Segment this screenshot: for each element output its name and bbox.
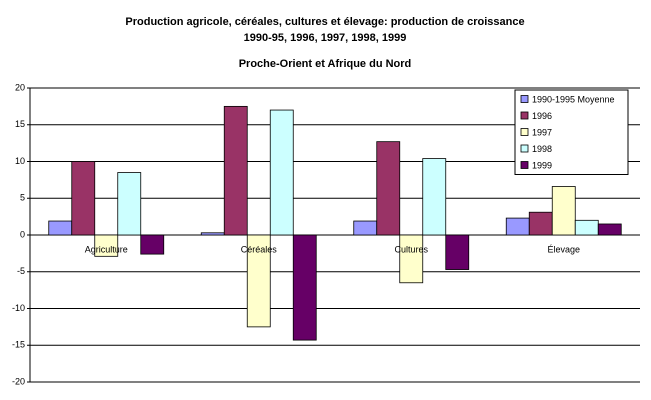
bar <box>422 158 447 236</box>
bar <box>574 219 599 236</box>
bar <box>505 217 530 236</box>
legend-label: 1998 <box>532 144 552 154</box>
legend-swatch <box>520 111 529 120</box>
bar <box>117 172 142 236</box>
bar <box>200 232 225 236</box>
bar <box>246 234 271 328</box>
bar <box>223 105 248 236</box>
y-tick-label: -15 <box>12 340 25 350</box>
bar <box>399 234 424 284</box>
bar <box>269 109 294 236</box>
y-tick-label: -5 <box>17 266 25 276</box>
chart-region: Proche-Orient et Afrique du Nord <box>239 58 412 70</box>
legend-label: 1990-1995 Moyenne <box>532 94 615 104</box>
legend-swatch <box>520 161 529 169</box>
bar <box>94 234 119 257</box>
legend-label: 1997 <box>532 127 552 137</box>
bar <box>292 234 317 341</box>
y-tick-label: 15 <box>15 119 25 129</box>
legend-swatch <box>520 128 529 136</box>
bar <box>445 234 470 270</box>
legend-box <box>514 89 629 175</box>
chart-subtitle: 1990-95, 1996, 1997, 1998, 1999 <box>244 32 407 44</box>
legend-label: 1999 <box>532 160 552 170</box>
legend-swatch <box>520 95 529 103</box>
bar <box>140 234 165 255</box>
x-tick-label: Élevage <box>547 244 580 254</box>
bar <box>48 220 73 236</box>
bar <box>376 141 401 236</box>
bar <box>597 223 622 236</box>
y-tick-label: 20 <box>15 82 25 92</box>
bar <box>528 211 553 236</box>
x-tick-label: Céréales <box>241 244 278 254</box>
y-tick-label: -20 <box>12 376 25 386</box>
legend-swatch <box>520 144 529 153</box>
legend-label: 1996 <box>532 111 552 121</box>
bar <box>71 161 96 236</box>
x-tick-label: Agriculture <box>85 244 128 254</box>
x-tick-label: Cultures <box>394 244 428 254</box>
bar <box>551 186 576 236</box>
y-tick-label: 0 <box>20 229 25 239</box>
chart-title: Production agricole, céréales, cultures … <box>125 16 524 28</box>
y-tick-label: 5 <box>20 193 25 203</box>
y-tick-label: -10 <box>12 303 25 313</box>
y-tick-label: 10 <box>15 156 25 166</box>
bar <box>353 220 378 236</box>
